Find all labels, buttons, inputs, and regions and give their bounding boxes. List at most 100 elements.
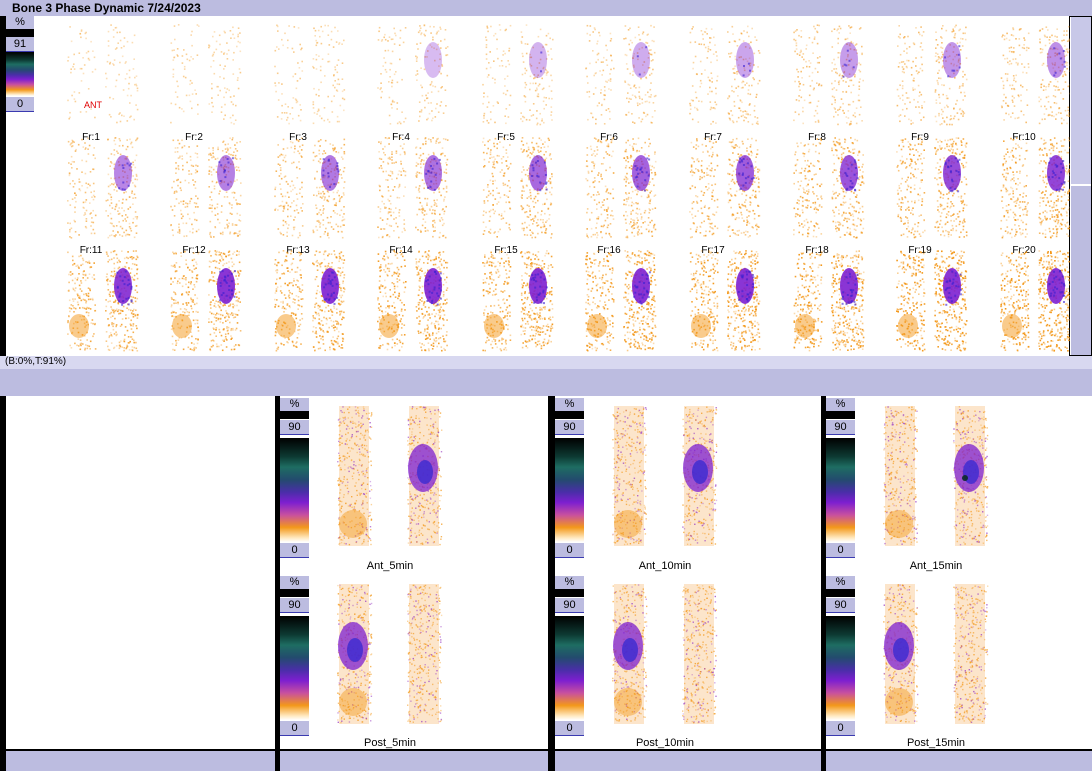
frame-label: Fr:18 <box>805 245 829 256</box>
status-text: (B:0%,T:91%) <box>5 356 67 367</box>
frame-image[interactable] <box>361 246 461 356</box>
frame-image[interactable] <box>258 20 358 130</box>
scale-unit: % <box>280 576 309 589</box>
frame-label: Fr:12 <box>182 245 206 256</box>
static-image-panel: % 90 0 Ant_15min <box>826 396 1092 574</box>
color-gradient <box>280 616 309 720</box>
static-image-label: Post_10min <box>635 737 695 749</box>
frame-image[interactable] <box>569 20 669 130</box>
frame-image[interactable] <box>361 133 461 243</box>
scale-max[interactable]: 91 <box>6 37 34 52</box>
frame-image[interactable] <box>154 20 254 130</box>
scale-top <box>555 411 584 419</box>
frame-label: Fr:19 <box>908 245 932 256</box>
frame-label: Fr:3 <box>289 132 307 143</box>
scale-min[interactable]: 0 <box>280 543 309 558</box>
scale-max[interactable]: 90 <box>280 598 309 613</box>
scale-min[interactable]: 0 <box>6 97 34 112</box>
static-scan-image[interactable] <box>328 584 478 729</box>
static-image-panel: % 90 0 Ant_10min <box>555 396 821 574</box>
bottom-bar-4 <box>826 751 1092 771</box>
frame-label: Fr:10 <box>1012 132 1036 143</box>
scale-max[interactable]: 90 <box>826 598 855 613</box>
scale-min[interactable]: 0 <box>280 721 309 736</box>
frame-label: Fr:5 <box>497 132 515 143</box>
frame-image[interactable] <box>258 133 358 243</box>
frame-label: Fr:7 <box>704 132 722 143</box>
frame-label: Fr:20 <box>1012 245 1036 256</box>
color-gradient <box>6 52 34 96</box>
frame-image[interactable] <box>154 246 254 356</box>
bottom-bar-2 <box>280 751 548 771</box>
frame-label: Fr:6 <box>600 132 618 143</box>
color-gradient <box>826 616 855 720</box>
scale-min[interactable]: 0 <box>826 721 855 736</box>
static-scan-image[interactable] <box>328 406 478 551</box>
frame-image[interactable] <box>466 20 566 130</box>
status-bar: (B:0%,T:91%) <box>0 356 1092 369</box>
static-scan-image[interactable] <box>603 584 753 729</box>
frame-image[interactable] <box>984 20 1084 130</box>
static-scan-image[interactable] <box>874 406 1024 551</box>
frame-image[interactable] <box>466 133 566 243</box>
static-color-scale: % 90 0 <box>555 398 584 558</box>
frame-image[interactable] <box>777 133 877 243</box>
scale-max[interactable]: 90 <box>826 420 855 435</box>
window-title: Bone 3 Phase Dynamic 7/24/2023 <box>12 1 201 15</box>
scale-top <box>555 589 584 597</box>
scale-max[interactable]: 90 <box>280 420 309 435</box>
frame-image[interactable] <box>569 246 669 356</box>
frame-image[interactable] <box>51 20 151 130</box>
frame-image[interactable] <box>569 133 669 243</box>
frame-image[interactable] <box>984 133 1084 243</box>
color-gradient <box>555 438 584 542</box>
bottom-bar-3 <box>555 751 821 771</box>
scale-unit: % <box>6 16 34 29</box>
color-gradient <box>826 438 855 542</box>
frame-label: Fr:1 <box>82 132 100 143</box>
frames-scrollbar[interactable] <box>1070 17 1091 355</box>
frame-image[interactable] <box>880 246 980 356</box>
dynamic-color-scale: % 91 0 <box>6 16 34 114</box>
frame-label: Fr:11 <box>79 245 103 256</box>
scale-top <box>826 589 855 597</box>
static-scan-image[interactable] <box>603 406 753 551</box>
scale-min[interactable]: 0 <box>826 543 855 558</box>
static-color-scale: % 90 0 <box>280 576 309 736</box>
frame-image[interactable] <box>466 246 566 356</box>
frame-image[interactable] <box>777 246 877 356</box>
static-image-label: Ant_15min <box>909 560 963 572</box>
static-color-scale: % 90 0 <box>826 398 855 558</box>
static-image-panel: % 90 0 Ant_5min <box>280 396 548 574</box>
dynamic-frames-panel: % 91 0 ANT Fr:1Fr:2Fr:3Fr:4Fr:5Fr:6Fr:7F… <box>6 16 1072 369</box>
color-gradient <box>555 616 584 720</box>
static-scan-image[interactable] <box>874 584 1024 729</box>
frame-image[interactable] <box>154 133 254 243</box>
frame-image[interactable] <box>880 133 980 243</box>
scale-unit: % <box>555 576 584 589</box>
frame-image[interactable] <box>673 133 773 243</box>
frame-image[interactable] <box>51 133 151 243</box>
title-bar: Bone 3 Phase Dynamic 7/24/2023 <box>0 0 1092 16</box>
scale-min[interactable]: 0 <box>555 721 584 736</box>
frame-image[interactable] <box>673 246 773 356</box>
frame-image[interactable] <box>361 20 461 130</box>
frame-image[interactable] <box>880 20 980 130</box>
static-image-label: Post_5min <box>364 737 416 749</box>
frame-image[interactable] <box>258 246 358 356</box>
bottom-bar-1 <box>6 751 275 771</box>
frame-image[interactable] <box>673 20 773 130</box>
static-color-scale: % 90 0 <box>826 576 855 736</box>
scale-top <box>280 589 309 597</box>
scrollbar-thumb[interactable] <box>1071 17 1091 186</box>
frame-image[interactable] <box>984 246 1084 356</box>
scale-min[interactable]: 0 <box>555 543 584 558</box>
scale-max[interactable]: 90 <box>555 598 584 613</box>
frame-label: Fr:2 <box>185 132 203 143</box>
frame-image[interactable] <box>51 246 151 356</box>
scale-max[interactable]: 90 <box>555 420 584 435</box>
frame-image[interactable] <box>777 20 877 130</box>
static-image-panel: % 90 0 Post_5min <box>280 574 548 749</box>
view-marker: ANT <box>84 100 102 110</box>
frame-label: Fr:17 <box>701 245 725 256</box>
